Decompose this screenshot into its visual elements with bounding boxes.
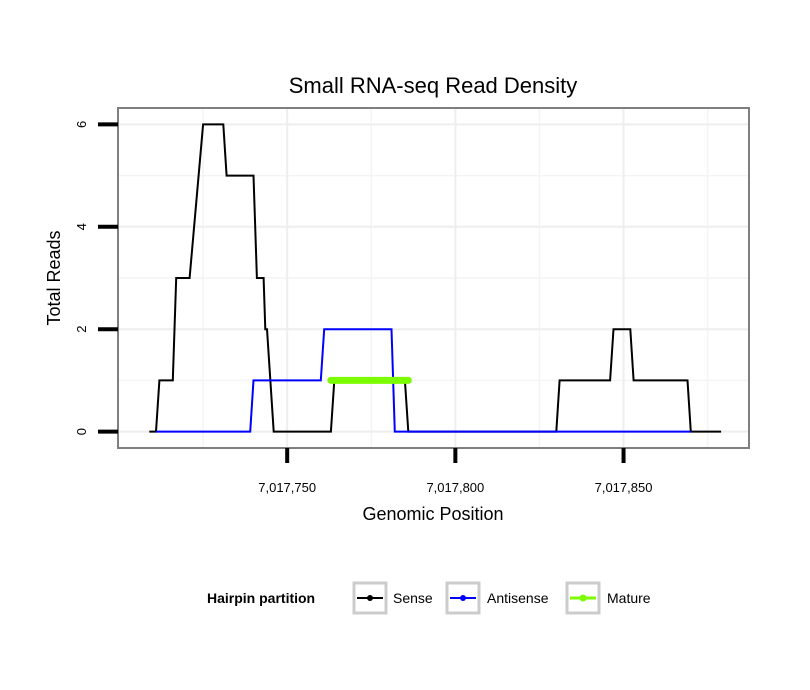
x-tick-label: 7,017,850 <box>595 480 653 495</box>
y-tick-label: 0 <box>74 428 89 435</box>
legend-item-sense: Sense <box>352 581 433 615</box>
x-axis-title: Genomic Position <box>362 504 503 524</box>
series-group <box>149 123 722 433</box>
y-tick-label: 6 <box>74 121 89 128</box>
y-axis-title: Total Reads <box>44 230 64 325</box>
y-tick-label: 2 <box>74 326 89 333</box>
plot-border <box>117 107 750 449</box>
series-line-antisense <box>156 328 691 433</box>
legend-label-mature: Mature <box>607 590 651 606</box>
x-tick-label: 7,017,750 <box>258 480 316 495</box>
grid <box>119 109 748 447</box>
legend: Hairpin partition Sense Antisense Mature <box>207 581 651 615</box>
legend-item-antisense: Antisense <box>445 581 549 615</box>
y-tick-label: 4 <box>74 223 89 230</box>
x-tick-label: 7,017,800 <box>426 480 484 495</box>
legend-item-mature: Mature <box>565 581 651 615</box>
chart-title: Small RNA-seq Read Density <box>289 73 578 98</box>
legend-label-antisense: Antisense <box>487 590 549 606</box>
legend-dot-antisense <box>460 595 466 601</box>
legend-dot-mature <box>579 594 587 602</box>
legend-dot-sense <box>367 595 373 601</box>
legend-label-sense: Sense <box>393 590 433 606</box>
legend-title: Hairpin partition <box>207 590 315 606</box>
axis-ticks: 7,017,750 7,017,800 7,017,850 0 2 4 6 <box>74 121 652 495</box>
